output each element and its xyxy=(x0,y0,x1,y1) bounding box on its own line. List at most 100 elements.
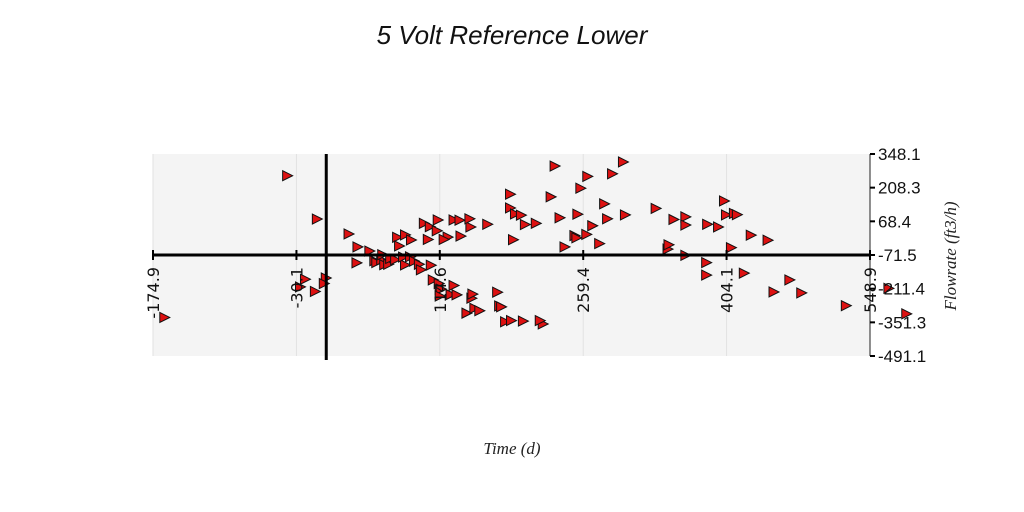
y-axis-ticks: 348.1 208.3 68.4 -71.5 -211.4 -351.3 -491.1 xyxy=(870,145,926,366)
data-point xyxy=(883,282,896,295)
data-point xyxy=(454,214,467,227)
data-point xyxy=(461,307,474,319)
data-point xyxy=(159,311,171,324)
y-tick-label: 208.3 xyxy=(878,179,921,198)
data-point xyxy=(500,315,512,328)
data-point xyxy=(506,314,518,327)
chart-title: 5 Volt Reference Lower xyxy=(377,20,649,50)
data-point xyxy=(796,287,808,299)
y-tick-label: 348.1 xyxy=(878,145,921,164)
y-tick-label: -71.5 xyxy=(878,246,917,265)
y-tick-label: 68.4 xyxy=(878,212,911,231)
data-point xyxy=(575,182,587,195)
data-point xyxy=(599,198,611,210)
data-point xyxy=(701,256,713,269)
data-point xyxy=(343,228,356,240)
data-point xyxy=(680,211,692,223)
x-axis-title: Time (d) xyxy=(483,439,540,458)
data-point xyxy=(351,257,364,269)
data-point xyxy=(422,233,435,246)
data-point xyxy=(587,219,599,232)
x-tick-label: 404.1 xyxy=(718,267,737,313)
data-point xyxy=(299,273,312,285)
data-point xyxy=(731,208,744,221)
data-point xyxy=(701,269,713,281)
data-point xyxy=(431,225,444,237)
x-tick-label: 259.4 xyxy=(574,267,593,313)
data-point xyxy=(392,231,404,244)
data-point xyxy=(448,279,461,292)
data-point xyxy=(517,315,530,327)
data-point xyxy=(438,233,451,246)
data-point xyxy=(594,237,606,250)
data-point xyxy=(418,217,431,230)
data-point xyxy=(607,167,619,180)
data-point xyxy=(352,241,365,253)
data-point xyxy=(680,219,692,231)
x-tick-label: -174.9 xyxy=(144,267,163,319)
data-point xyxy=(424,220,437,233)
data-point xyxy=(571,231,584,244)
data-point xyxy=(762,234,775,247)
y-axis-title: Flowrate (ft3/h) xyxy=(941,201,960,311)
data-point xyxy=(427,274,440,286)
data-point xyxy=(309,285,322,298)
data-point xyxy=(718,195,731,207)
data-point xyxy=(451,289,464,301)
data-point xyxy=(713,221,725,233)
data-point xyxy=(738,267,751,279)
data-point xyxy=(505,188,517,201)
data-point xyxy=(554,212,567,224)
data-point xyxy=(507,233,520,246)
data-point xyxy=(432,214,445,226)
data-point xyxy=(559,241,572,253)
y-tick-label: -351.3 xyxy=(878,313,926,332)
data-point xyxy=(455,230,468,242)
data-point xyxy=(311,213,324,225)
data-point xyxy=(582,170,594,183)
data-point xyxy=(400,259,412,271)
data-point xyxy=(581,228,593,241)
data-points xyxy=(159,156,913,330)
data-point xyxy=(405,234,418,246)
data-point xyxy=(572,208,584,221)
data-point xyxy=(901,308,913,320)
data-point xyxy=(545,191,558,203)
data-point xyxy=(617,156,630,168)
data-point xyxy=(415,263,428,276)
data-point xyxy=(509,208,522,220)
data-point xyxy=(448,214,461,226)
data-point xyxy=(784,274,796,286)
y-tick-label: -491.1 xyxy=(878,347,926,366)
data-point xyxy=(467,288,479,300)
x-axis-ticks: -174.9 -30.1 114.6 259.4 404.1 548.9 xyxy=(144,250,880,319)
data-point xyxy=(425,259,438,272)
data-point xyxy=(390,253,402,266)
x-tick-label: -30.1 xyxy=(287,267,306,308)
data-point xyxy=(464,212,477,225)
y-tick-label: -211.4 xyxy=(878,280,925,299)
data-point xyxy=(720,209,733,221)
data-point xyxy=(725,241,738,254)
data-point xyxy=(515,209,528,221)
data-point xyxy=(496,301,508,313)
x-tick-label: 114.6 xyxy=(431,267,450,313)
data-point xyxy=(619,209,632,221)
data-point xyxy=(663,238,676,251)
data-point xyxy=(602,212,614,225)
data-point xyxy=(534,314,547,327)
data-point xyxy=(435,283,448,295)
data-point xyxy=(768,286,781,298)
data-point xyxy=(482,218,494,231)
data-point xyxy=(282,169,294,182)
data-point xyxy=(519,218,532,231)
data-point xyxy=(434,290,447,302)
data-point xyxy=(465,221,478,233)
data-point xyxy=(745,229,758,241)
data-point xyxy=(492,286,504,298)
x-tick-label: 548.9 xyxy=(861,267,880,313)
data-point xyxy=(668,213,681,226)
data-point xyxy=(445,288,458,301)
data-point xyxy=(400,229,412,241)
